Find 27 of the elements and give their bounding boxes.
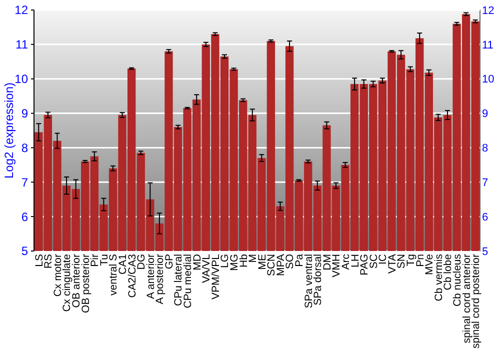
y-tick-label: 10 — [14, 72, 28, 86]
y2-tick-label: 9 — [482, 108, 488, 120]
x-tick-label: CPu medial — [182, 254, 194, 308]
x-tick-label: Hb — [238, 254, 250, 268]
y-tick-label: 8 — [21, 140, 28, 155]
x-tick-label: OB posterior — [80, 254, 92, 313]
y-tick-label: 12 — [14, 3, 28, 18]
y2-tick-label: 11 — [482, 39, 494, 52]
y-tick-label: 11 — [16, 38, 28, 52]
y-tick-label: 9 — [21, 106, 28, 120]
x-tick-label: LH — [349, 254, 362, 268]
y-axis-title: Log2 (expression) — [2, 82, 16, 179]
y-tick-label: 6 — [21, 210, 28, 224]
y-tick-label: 7 — [21, 175, 28, 190]
y2-tick-label: 5 — [482, 246, 488, 258]
y2-tick-label: 6 — [482, 211, 488, 224]
y2-tick-label: 10 — [482, 74, 494, 86]
x-tick-label: LS — [33, 254, 46, 267]
y2-tick-label: 8 — [482, 142, 488, 155]
x-tick-label: MVe — [424, 254, 436, 276]
y2-tick-label: 12 — [482, 4, 494, 17]
x-tick-label: CA2/CA3 — [126, 254, 138, 298]
x-tick-label: MD — [191, 254, 204, 270]
y-tick-label: 5 — [21, 244, 28, 258]
x-tick-label: spinal cord anterior — [460, 253, 473, 344]
y2-tick-label: 7 — [482, 176, 488, 189]
x-tick-label: spinal cord posterior — [470, 253, 482, 349]
